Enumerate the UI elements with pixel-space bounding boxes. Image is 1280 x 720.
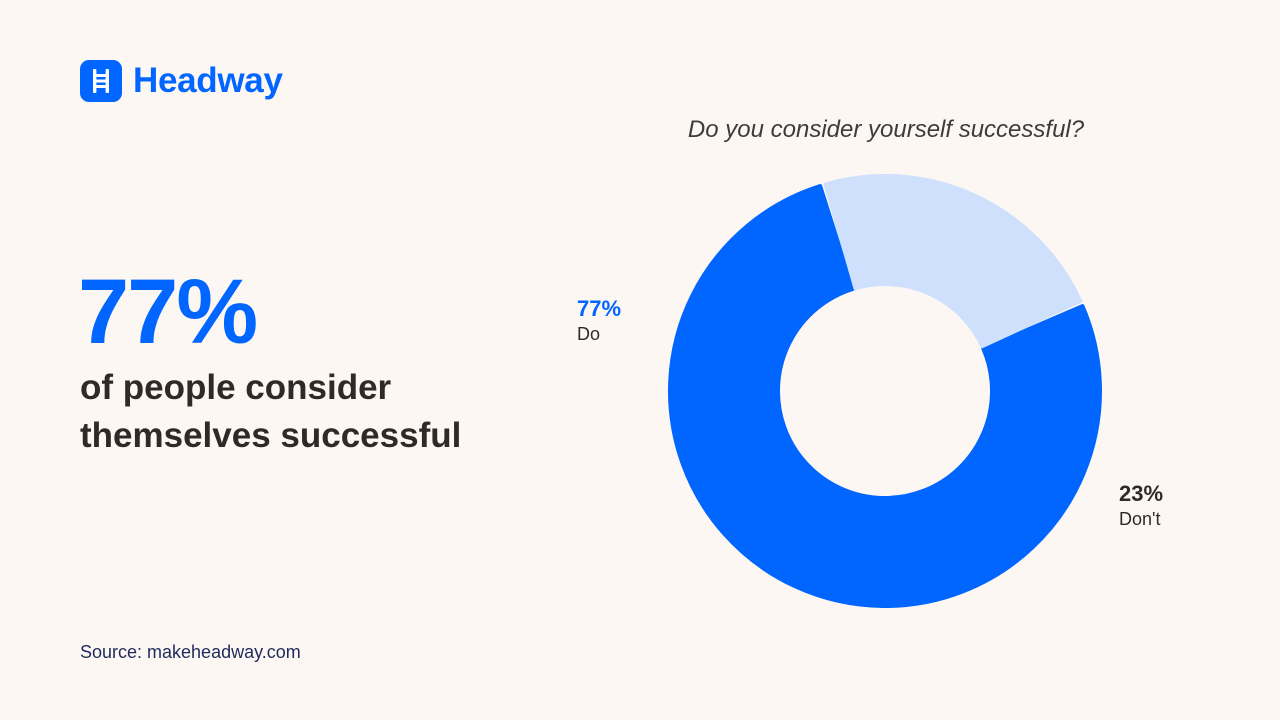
donut-slice-do	[668, 184, 1102, 608]
slice-category-dont: Don't	[1119, 509, 1161, 529]
slice-category-do: Do	[577, 324, 601, 344]
brand-logo: Headway	[80, 60, 283, 102]
brand-name: Headway	[133, 61, 283, 100]
headline-text: of people consider themselves successful	[80, 368, 462, 455]
headline-percent: 77%	[78, 261, 258, 363]
slice-value-do: 77%	[577, 296, 622, 321]
source-text: Source: makeheadway.com	[80, 642, 301, 662]
donut-slice-don-t	[823, 174, 1083, 349]
slice-label-dont: 23% Don't	[1119, 481, 1163, 531]
ladder-icon	[80, 60, 122, 102]
slice-value-dont: 23%	[1119, 481, 1164, 506]
slice-label-do: 77% Do	[577, 296, 621, 346]
chart-title: Do you consider yourself successful?	[687, 116, 1085, 143]
